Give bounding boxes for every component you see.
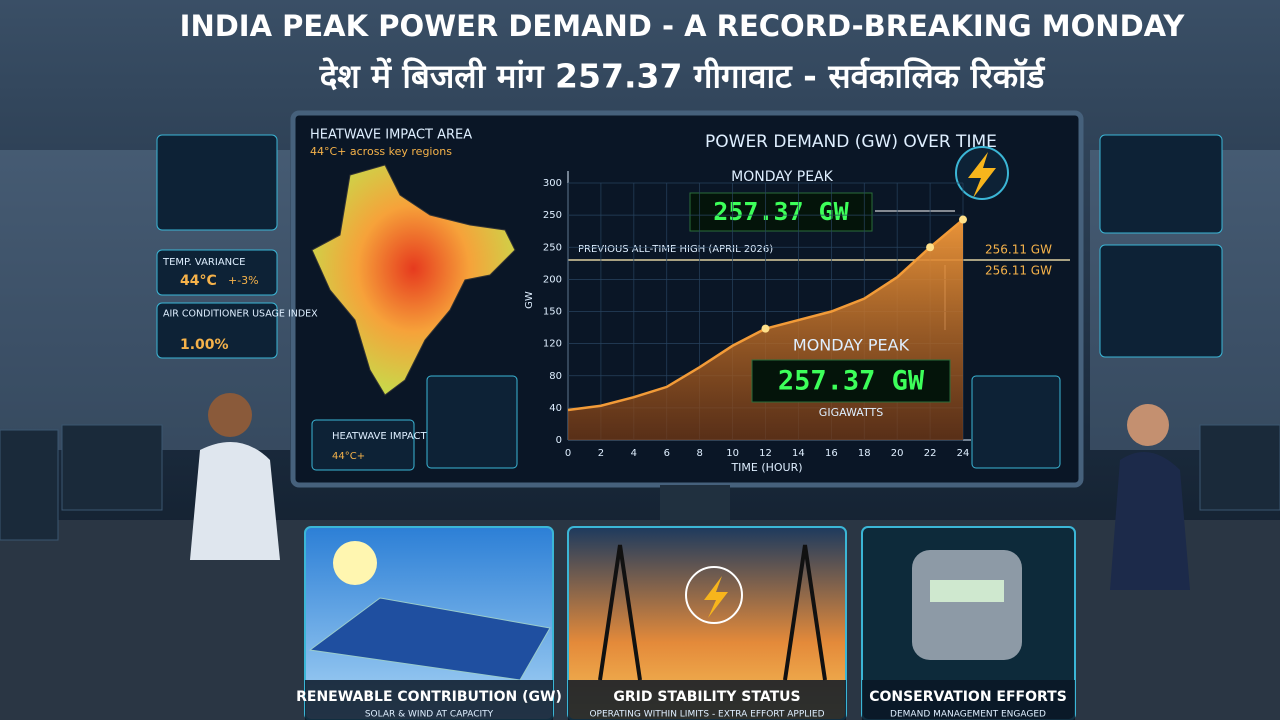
y-tick-label: 40 xyxy=(549,403,562,414)
solar-panel xyxy=(308,597,551,681)
panel-subtitle: DEMAND MANAGEMENT ENGAGED xyxy=(890,710,1046,720)
x-tick-label: 20 xyxy=(891,448,904,459)
x-axis-title: TIME (HOUR) xyxy=(730,461,802,474)
side-monitor xyxy=(0,429,59,541)
point xyxy=(761,324,770,333)
peak-display xyxy=(689,192,873,232)
peak-label: MONDAY PEAK xyxy=(793,336,910,355)
chart-title: POWER DEMAND (GW) OVER TIME xyxy=(705,132,997,152)
map-panel xyxy=(1099,244,1223,358)
bolt xyxy=(704,576,728,618)
previous-value: 256.11 GW xyxy=(985,243,1052,257)
ac-value: 1.00% xyxy=(180,337,229,353)
y-tick-label: 250 xyxy=(543,242,562,253)
y-tick-label: 120 xyxy=(543,339,562,350)
x-tick-label: 24 xyxy=(957,448,970,459)
thermometer-panel xyxy=(156,134,278,231)
ac-label: AIR CONDITIONER USAGE INDEX xyxy=(163,309,318,320)
peak-value: 257.37 GW xyxy=(778,366,925,397)
chart: POWER DEMAND (GW) OVER TIME GW TIME (HOU… xyxy=(524,132,1070,474)
x-tick-label: 2 xyxy=(598,448,604,459)
pylons xyxy=(598,544,827,681)
unit-label: GIGAWATTS xyxy=(819,406,883,419)
y-tick-label: 300 xyxy=(543,178,562,189)
india-map xyxy=(311,164,516,396)
x-tick-label: 18 xyxy=(858,448,871,459)
peak-display xyxy=(751,359,951,403)
panel-subtitle: SOLAR & WIND AT CAPACITY xyxy=(365,710,494,720)
y-tick-label: 250 xyxy=(543,210,562,221)
x-tick-label: 10 xyxy=(726,448,739,459)
x-tick-label: 16 xyxy=(825,448,838,459)
caption-bg xyxy=(305,680,553,720)
bolt-ring xyxy=(685,566,743,624)
caption-bg xyxy=(568,680,846,720)
operator-head xyxy=(1127,404,1169,446)
y-tick-label: 80 xyxy=(549,371,562,382)
operator-head xyxy=(208,393,252,437)
operator xyxy=(190,442,280,560)
map-subtitle: 44°C+ across key regions xyxy=(310,145,452,158)
y-axis-title: GW xyxy=(524,291,535,309)
peak-label: MONDAY PEAK xyxy=(731,169,833,185)
inset-value: 44°C+ xyxy=(332,451,365,462)
panel-subtitle: OPERATING WITHIN LIMITS - EXTRA EFFORT A… xyxy=(589,710,824,720)
temp-panel xyxy=(156,249,278,296)
x-tick-label: 22 xyxy=(924,448,937,459)
temp-label: TEMP. VARIANCE xyxy=(162,257,245,268)
inset-title: HEATWAVE IMPACT AREA xyxy=(332,431,457,442)
previous-value: 256.11 GW xyxy=(985,264,1052,278)
side-monitor xyxy=(61,424,163,511)
ac-panel xyxy=(156,302,278,359)
peak-value: 257.37 GW xyxy=(713,197,849,226)
inset-panel xyxy=(311,419,415,471)
map-title: HEATWAVE IMPACT AREA xyxy=(310,128,472,143)
meter-display xyxy=(930,580,1004,602)
point xyxy=(959,215,967,224)
temp-change: +-3% xyxy=(228,274,259,287)
x-tick-label: 12 xyxy=(759,448,772,459)
side-monitor xyxy=(1199,424,1280,511)
x-tick-label: 8 xyxy=(696,448,702,459)
title: INDIA PEAK POWER DEMAND - A RECORD-BREAK… xyxy=(180,9,1186,43)
x-tick-label: 0 xyxy=(565,448,571,459)
panel-title: RENEWABLE CONTRIBUTION (GW) xyxy=(296,689,562,705)
chart-overlay: MONDAY PEAK 257.37 GW GIGAWATTS xyxy=(751,336,951,419)
mini-map xyxy=(426,375,518,469)
mini-map xyxy=(971,375,1061,469)
x-tick-label: 14 xyxy=(792,448,805,459)
sun xyxy=(333,541,377,585)
x-tick-label: 6 xyxy=(664,448,670,459)
screen-stand xyxy=(660,485,730,525)
map-panel xyxy=(1099,134,1223,234)
y-tick-label: 200 xyxy=(543,274,562,285)
panel-title: CONSERVATION EFFORTS xyxy=(869,689,1067,705)
panel-title: GRID STABILITY STATUS xyxy=(613,689,800,705)
caption-bg xyxy=(862,680,1075,720)
operator xyxy=(1110,452,1190,590)
previous-high-label: PREVIOUS ALL-TIME HIGH (APRIL 2026) xyxy=(578,244,773,255)
bolt xyxy=(968,152,996,198)
meter xyxy=(912,550,1022,660)
temp-value: 44°C xyxy=(180,273,217,289)
point xyxy=(926,243,935,252)
subtitle: देश में बिजली मांग 257.37 गीगावाट - सर्व… xyxy=(319,57,1046,96)
y-tick-label: 0 xyxy=(556,435,562,446)
x-tick-label: 4 xyxy=(631,448,637,459)
y-tick-label: 150 xyxy=(543,307,562,318)
